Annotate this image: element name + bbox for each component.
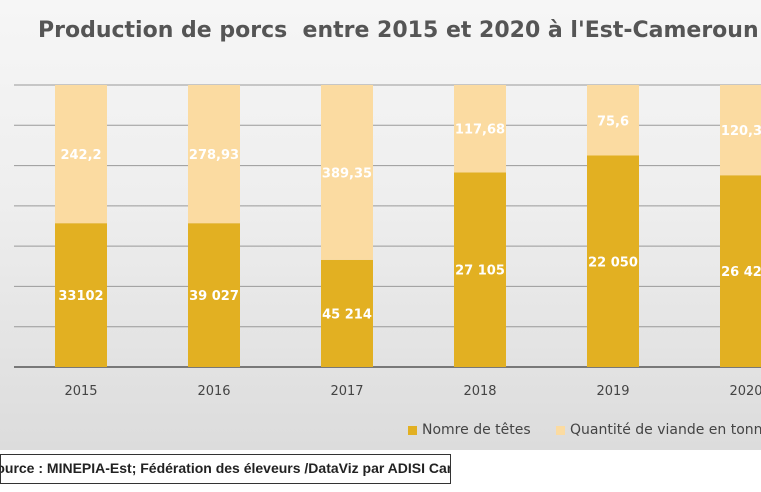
data-label-meat: 389,35	[322, 166, 372, 181]
data-label-heads: 27 105	[455, 264, 505, 279]
data-label-meat: 120,36	[721, 124, 761, 139]
bar-heads-2016[interactable]	[188, 223, 240, 367]
data-label-meat: 75,6	[597, 114, 629, 129]
data-label-heads: 26 427	[721, 265, 761, 280]
legend-label-meat: Quantité de viande en tonnes	[570, 422, 761, 438]
bar-meat-2016[interactable]	[188, 85, 240, 224]
bar-heads-2019[interactable]	[587, 155, 639, 368]
legend: Nomre de têtes Quantité de viande en ton…	[400, 422, 761, 442]
legend-item-heads[interactable]: Nomre de têtes	[408, 422, 531, 438]
x-tick-label: 2017	[330, 384, 363, 399]
bar-heads-2017[interactable]	[321, 259, 373, 367]
bar-heads-2020[interactable]	[720, 175, 761, 367]
data-label-heads: 22 050	[588, 255, 638, 270]
data-label-heads: 39 027	[189, 289, 239, 304]
data-label-meat: 117,68	[455, 123, 505, 138]
x-tick-label: 2015	[64, 384, 97, 399]
data-label-heads: 33102	[58, 289, 103, 304]
data-label-meat: 242,2	[60, 148, 101, 163]
source-box: Source : MINEPIA-Est; Fédération des éle…	[0, 454, 451, 484]
legend-label-heads: Nomre de têtes	[422, 422, 531, 438]
bar-meat-2018[interactable]	[454, 85, 506, 173]
bar-meat-2017[interactable]	[321, 85, 373, 260]
legend-item-meat[interactable]: Quantité de viande en tonnes	[556, 422, 761, 438]
bar-heads-2018[interactable]	[454, 172, 506, 367]
chart-title: Production de porcs entre 2015 et 2020 à…	[38, 18, 759, 43]
bar-meat-2015[interactable]	[55, 85, 107, 224]
bar-meat-2020[interactable]	[720, 85, 761, 176]
chart-plot: 33102 242,2 2015 39 027 278,93 2016 45 214 389,…	[14, 84, 761, 399]
x-tick-label: 2020	[729, 384, 761, 399]
legend-swatch-heads	[408, 425, 417, 435]
x-tick-label: 2019	[596, 384, 629, 399]
chart-frame: Production de porcs entre 2015 et 2020 à…	[0, 0, 761, 450]
data-label-heads: 45 214	[322, 307, 372, 322]
data-label-meat: 278,93	[189, 148, 239, 163]
bar-meat-2019[interactable]	[587, 85, 639, 156]
x-tick-label: 2018	[463, 384, 496, 399]
source-text: Source : MINEPIA-Est; Fédération des éle…	[1, 460, 450, 476]
x-tick-label: 2016	[197, 384, 230, 399]
legend-swatch-meat	[556, 425, 565, 435]
bar-heads-2015[interactable]	[55, 223, 107, 367]
